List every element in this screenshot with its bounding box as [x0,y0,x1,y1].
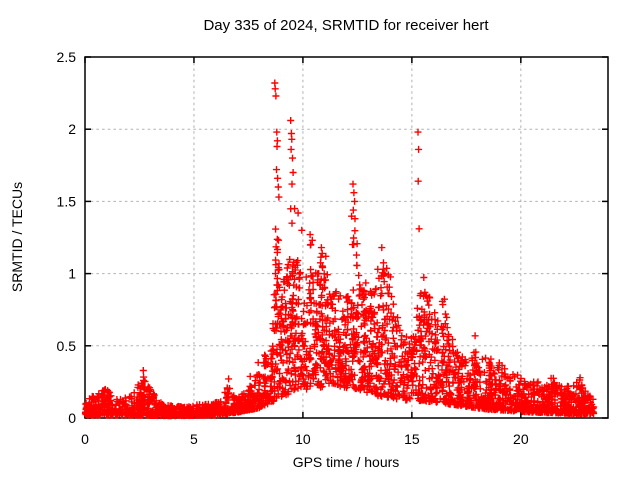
x-tick-label: 5 [190,431,198,447]
y-tick-label: 2 [68,121,76,137]
chart-title: Day 335 of 2024, SRMTID for receiver her… [203,17,489,34]
plot-border [84,56,609,419]
data-point-markers [81,79,598,420]
plot-frame [84,56,609,419]
x-tick-label: 20 [513,431,529,447]
x-tick-label: 15 [404,431,420,447]
y-tick-label: 0.5 [57,338,77,354]
x-axis-label: GPS time / hours [293,454,400,470]
scatter-points [81,79,598,420]
y-tick-label: 1.5 [57,193,77,209]
y-tick-label: 0 [68,410,76,426]
y-axis-label: SRMTID / TECUs [9,182,25,292]
y-tick-label: 2.5 [57,49,77,65]
tick-labels: 0 5 10 15 20 0 0.5 1 1.5 2 2.5 [57,49,529,447]
y-tick-label: 1 [68,266,76,282]
gridlines [85,57,608,418]
x-tick-label: 10 [295,431,311,447]
x-tick-label: 0 [81,431,89,447]
